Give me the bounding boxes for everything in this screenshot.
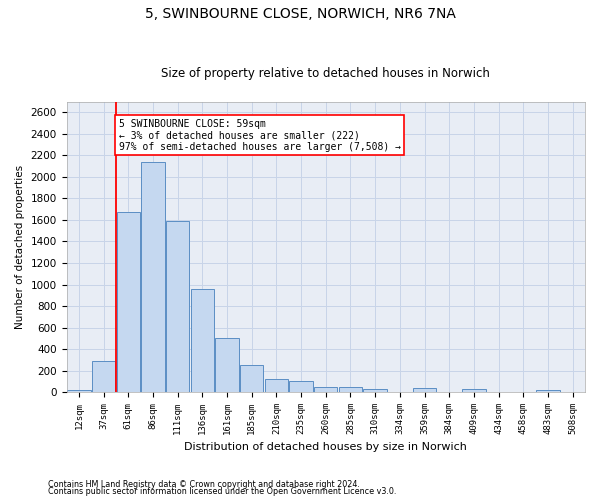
Text: Contains HM Land Registry data © Crown copyright and database right 2024.: Contains HM Land Registry data © Crown c… — [48, 480, 360, 489]
Bar — [265, 378, 288, 392]
Bar — [240, 366, 263, 392]
Bar — [215, 338, 239, 392]
Y-axis label: Number of detached properties: Number of detached properties — [15, 165, 25, 329]
Title: Size of property relative to detached houses in Norwich: Size of property relative to detached ho… — [161, 66, 490, 80]
Bar — [141, 162, 164, 392]
Bar — [314, 387, 337, 392]
Bar — [413, 388, 436, 392]
Text: 5, SWINBOURNE CLOSE, NORWICH, NR6 7NA: 5, SWINBOURNE CLOSE, NORWICH, NR6 7NA — [145, 8, 455, 22]
Bar — [116, 212, 140, 392]
X-axis label: Distribution of detached houses by size in Norwich: Distribution of detached houses by size … — [184, 442, 467, 452]
Bar — [166, 221, 190, 392]
Bar — [339, 387, 362, 392]
Text: 5 SWINBOURNE CLOSE: 59sqm
← 3% of detached houses are smaller (222)
97% of semi-: 5 SWINBOURNE CLOSE: 59sqm ← 3% of detach… — [119, 118, 401, 152]
Bar — [191, 289, 214, 392]
Bar — [289, 382, 313, 392]
Bar — [462, 389, 485, 392]
Bar — [67, 390, 91, 392]
Bar — [92, 361, 115, 392]
Bar — [536, 390, 560, 392]
Bar — [364, 389, 387, 392]
Text: Contains public sector information licensed under the Open Government Licence v3: Contains public sector information licen… — [48, 487, 397, 496]
